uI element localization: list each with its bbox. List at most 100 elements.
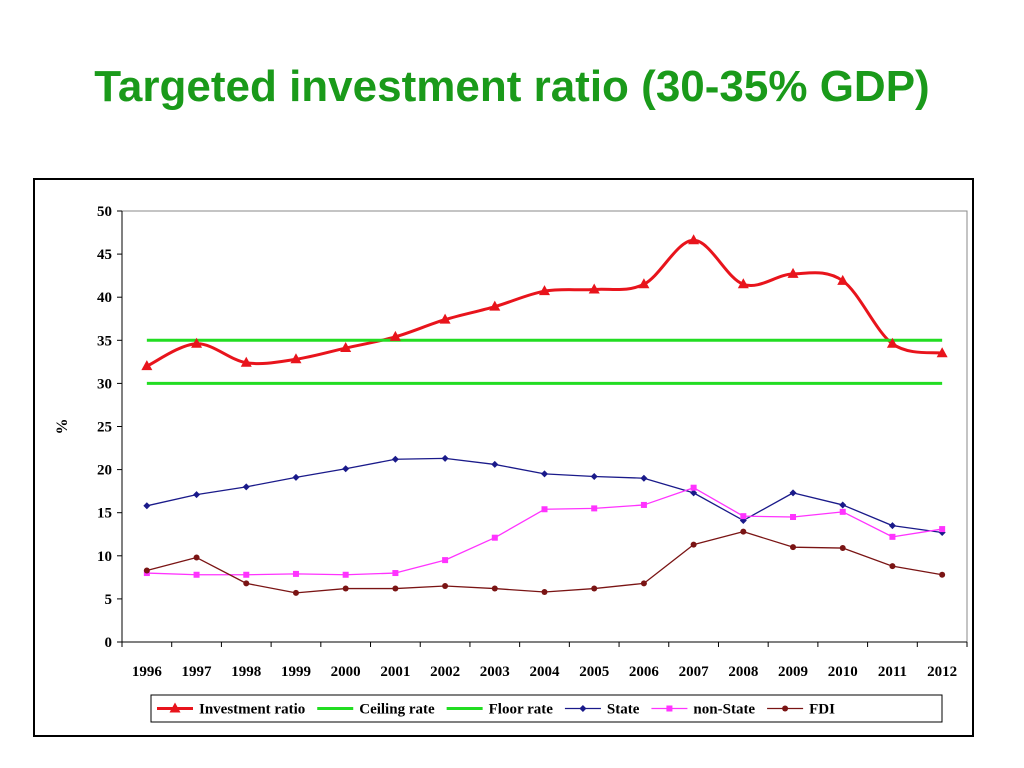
point-nonstate-1997: [193, 571, 200, 578]
x-tick-label: 2001: [380, 664, 410, 680]
point-investment-1996: [141, 360, 153, 371]
point-investment-2002: [439, 313, 451, 324]
point-fdi-2006: [640, 580, 647, 587]
point-nonstate-2000: [342, 571, 349, 578]
point-investment-2006: [638, 278, 650, 289]
point-nonstate-2003: [491, 534, 498, 541]
point-investment-2008: [737, 278, 749, 289]
y-tick-label: 35: [97, 333, 112, 349]
y-tick-label: 50: [97, 204, 112, 220]
point-investment-2010: [837, 274, 849, 285]
point-investment-2003: [489, 300, 501, 311]
point-state-1999: [292, 473, 300, 481]
point-fdi-2007: [690, 541, 697, 548]
point-nonstate-1999: [292, 570, 299, 577]
point-investment-1998: [240, 356, 252, 367]
x-tick-label: 2002: [430, 664, 460, 680]
point-fdi-2008: [740, 528, 747, 535]
legend-label-fdi: FDI: [809, 702, 835, 718]
legend-marker-fdi: [782, 705, 789, 712]
point-investment-2001: [389, 330, 401, 341]
y-axis-label: %: [54, 419, 71, 435]
y-tick-label: 30: [97, 376, 112, 392]
legend-label-investment: Investment ratio: [199, 702, 305, 718]
point-fdi-2002: [442, 582, 449, 589]
point-fdi-1999: [292, 589, 299, 596]
point-nonstate-2001: [392, 570, 399, 577]
point-fdi-2003: [491, 585, 498, 592]
point-state-2006: [640, 474, 648, 482]
legend-label-floor: Floor rate: [489, 702, 554, 718]
point-state-2007: [690, 489, 698, 497]
chart-axes: 0 5 10 15 20 25 30 35 40 45 50 1996 1997 1998 1999 2000…: [54, 204, 968, 680]
x-tick-label: 2006: [629, 664, 660, 680]
point-fdi-2004: [541, 589, 548, 596]
point-state-2009: [789, 489, 797, 497]
legend-marker-nonstate: [666, 705, 673, 712]
point-state-2011: [888, 522, 896, 530]
point-investment-2009: [787, 267, 799, 278]
x-tick-label: 2003: [480, 664, 510, 680]
point-state-2003: [491, 460, 499, 468]
x-tick-label: 1998: [231, 664, 261, 680]
point-nonstate-2011: [889, 533, 896, 540]
legend-label-nonstate: non-State: [693, 702, 755, 718]
legend-label-ceiling: Ceiling rate: [359, 702, 435, 718]
x-tick-label: 2012: [927, 664, 957, 680]
point-state-2000: [342, 465, 350, 473]
y-tick-label: 25: [97, 420, 112, 436]
point-fdi-2000: [342, 585, 349, 592]
point-investment-2007: [688, 234, 700, 245]
line-chart: 0 5 10 15 20 25 30 35 40 45 50 1996 1997 1998 1999 2000…: [54, 204, 968, 723]
point-fdi-2009: [790, 544, 797, 551]
point-nonstate-2002: [442, 557, 449, 564]
legend-label-state: State: [607, 702, 640, 718]
slide-title: Targeted investment ratio (30-35% GDP): [94, 62, 930, 111]
series-line-state: [146, 457, 943, 534]
legend-marker-state: [579, 705, 587, 712]
x-tick-label: 2009: [778, 664, 808, 680]
x-tick-label: 1999: [281, 664, 311, 680]
x-tick-label: 2011: [878, 664, 907, 680]
point-state-2002: [441, 454, 449, 462]
x-tick-label: 2000: [331, 664, 361, 680]
point-fdi-1998: [243, 580, 250, 587]
point-nonstate-2004: [541, 506, 548, 513]
point-investment-2004: [539, 285, 550, 296]
point-nonstate-2009: [790, 514, 797, 521]
legend-marker-investment: [169, 702, 181, 713]
x-tick-label: 2007: [679, 664, 710, 680]
point-investment-2012: [936, 347, 948, 358]
point-nonstate-2006: [640, 501, 647, 508]
point-state-2004: [541, 470, 548, 478]
x-tick-label: 1996: [132, 664, 163, 680]
series-line-investment: [146, 238, 943, 368]
point-state-2001: [391, 455, 399, 463]
point-nonstate-2005: [591, 505, 598, 512]
point-nonstate-2008: [740, 513, 747, 520]
point-fdi-2010: [839, 545, 846, 552]
y-tick-label: 5: [105, 592, 113, 608]
point-nonstate-2007: [690, 484, 697, 491]
point-state-1998: [242, 483, 250, 491]
point-investment-1997: [191, 337, 203, 348]
legend-box: [150, 694, 943, 723]
point-fdi-2011: [889, 563, 896, 570]
point-state-1997: [193, 491, 201, 499]
point-investment-1999: [290, 353, 302, 364]
x-tick-label: 1997: [182, 664, 213, 680]
chart-legend: Investment ratio Ceiling rate Floor rate St…: [150, 694, 943, 723]
point-fdi-2012: [939, 571, 946, 578]
point-state-2005: [590, 472, 598, 480]
x-tick-label: 2010: [828, 664, 858, 680]
point-fdi-1996: [143, 567, 150, 574]
point-fdi-2001: [392, 585, 399, 592]
y-tick-label: 0: [105, 635, 113, 651]
y-tick-label: 15: [97, 506, 112, 522]
y-tick-label: 10: [97, 549, 112, 565]
point-investment-2005: [588, 283, 600, 294]
point-investment-2011: [886, 337, 898, 348]
x-tick-label: 2004: [530, 664, 561, 680]
point-fdi-2005: [591, 585, 598, 592]
point-nonstate-1998: [243, 571, 250, 578]
